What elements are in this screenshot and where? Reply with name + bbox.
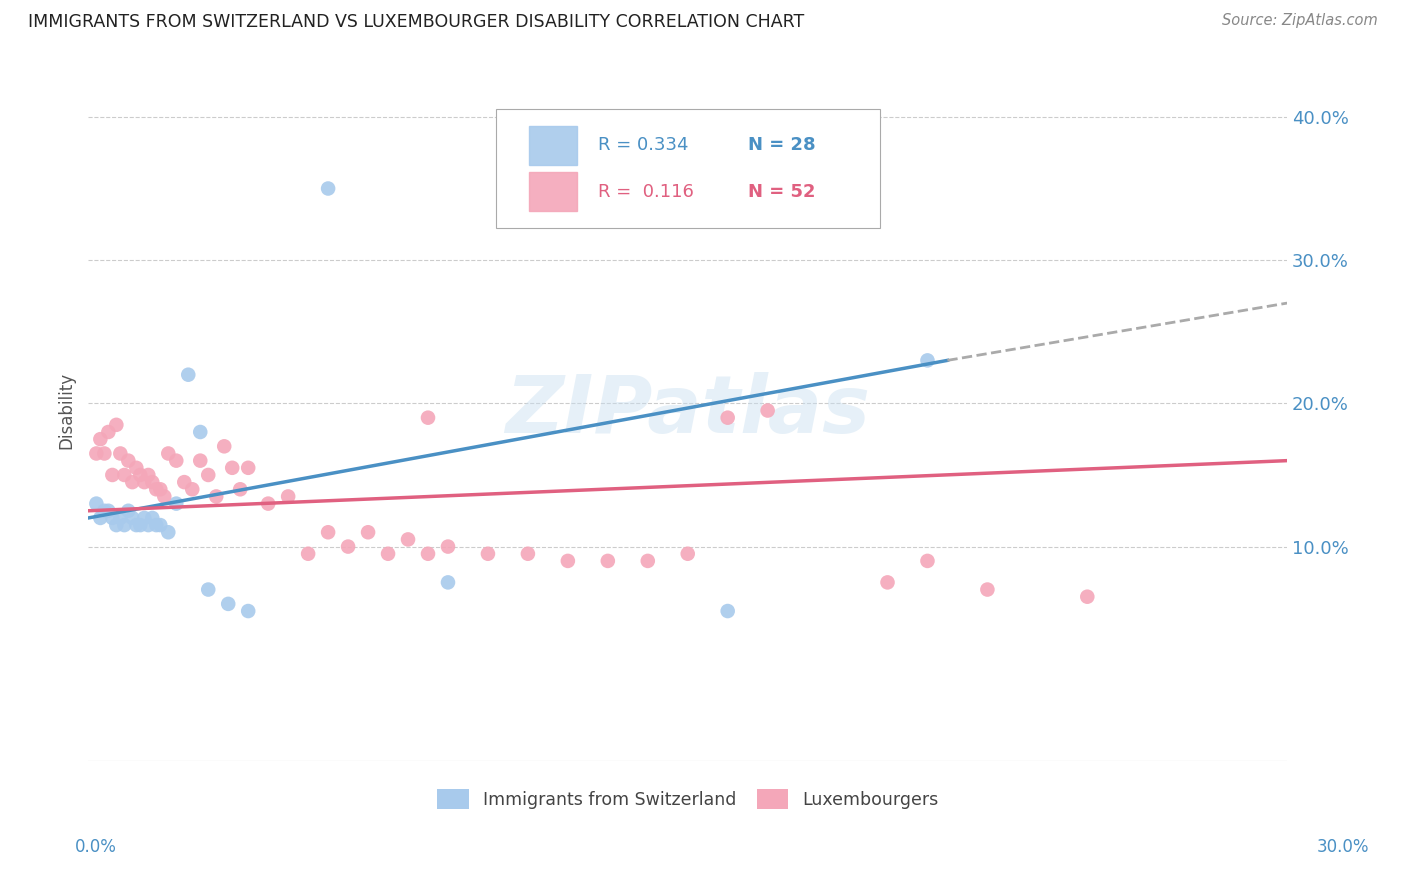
Point: [437, 540, 460, 554]
Point: [105, 518, 128, 533]
Point: [917, 353, 939, 368]
Y-axis label: Disability: Disability: [58, 372, 75, 449]
Point: [86, 497, 108, 511]
Text: Source: ZipAtlas.com: Source: ZipAtlas.com: [1222, 13, 1378, 29]
Point: [129, 467, 152, 482]
Point: [416, 410, 439, 425]
Point: [145, 483, 167, 497]
Point: [238, 460, 260, 475]
Point: [110, 446, 132, 460]
Point: [149, 518, 172, 533]
Point: [97, 425, 120, 439]
Point: [316, 181, 339, 195]
Point: [516, 547, 538, 561]
Point: [177, 368, 200, 382]
Point: [212, 439, 235, 453]
Point: [377, 547, 399, 561]
Point: [756, 403, 779, 417]
Point: [238, 604, 260, 618]
Text: R = 0.334: R = 0.334: [598, 136, 689, 154]
Point: [205, 490, 228, 504]
Bar: [530, 172, 578, 211]
Point: [89, 432, 111, 446]
Point: [221, 460, 243, 475]
Point: [477, 547, 499, 561]
Point: [110, 511, 132, 525]
Point: [101, 467, 124, 482]
Text: ZIPatlas: ZIPatlas: [505, 371, 870, 450]
Bar: [530, 126, 578, 164]
Point: [337, 540, 360, 554]
Point: [676, 547, 699, 561]
Text: IMMIGRANTS FROM SWITZERLAND VS LUXEMBOURGER DISABILITY CORRELATION CHART: IMMIGRANTS FROM SWITZERLAND VS LUXEMBOUR…: [28, 13, 804, 31]
Point: [129, 518, 152, 533]
Point: [134, 475, 156, 490]
Point: [297, 547, 319, 561]
Point: [257, 497, 280, 511]
Point: [217, 597, 239, 611]
Point: [416, 547, 439, 561]
Point: [557, 554, 579, 568]
Point: [149, 483, 172, 497]
Point: [197, 582, 219, 597]
Point: [112, 518, 135, 533]
Point: [97, 504, 120, 518]
Point: [121, 475, 143, 490]
Point: [134, 511, 156, 525]
Point: [125, 460, 148, 475]
Text: N = 52: N = 52: [748, 183, 815, 201]
FancyBboxPatch shape: [496, 109, 880, 228]
Point: [229, 483, 252, 497]
Point: [717, 604, 740, 618]
Point: [357, 525, 380, 540]
Text: N = 28: N = 28: [748, 136, 815, 154]
Point: [121, 511, 143, 525]
Point: [157, 525, 180, 540]
Legend: Immigrants from Switzerland, Luxembourgers: Immigrants from Switzerland, Luxembourge…: [430, 782, 945, 816]
Point: [165, 453, 187, 467]
Point: [117, 504, 139, 518]
Point: [188, 425, 211, 439]
Point: [173, 475, 195, 490]
Point: [105, 417, 128, 432]
Point: [1076, 590, 1098, 604]
Point: [101, 511, 124, 525]
Point: [596, 554, 619, 568]
Point: [125, 518, 148, 533]
Point: [157, 446, 180, 460]
Point: [145, 518, 167, 533]
Point: [277, 490, 299, 504]
Point: [136, 467, 159, 482]
Text: 0.0%: 0.0%: [75, 838, 117, 855]
Point: [93, 446, 115, 460]
Point: [188, 453, 211, 467]
Point: [93, 504, 115, 518]
Point: [112, 467, 135, 482]
Point: [976, 582, 998, 597]
Point: [181, 483, 204, 497]
Point: [153, 490, 176, 504]
Point: [876, 575, 898, 590]
Point: [117, 453, 139, 467]
Text: R =  0.116: R = 0.116: [598, 183, 693, 201]
Point: [437, 575, 460, 590]
Point: [717, 410, 740, 425]
Point: [165, 497, 187, 511]
Point: [316, 525, 339, 540]
Point: [89, 511, 111, 525]
Point: [197, 467, 219, 482]
Point: [637, 554, 659, 568]
Point: [136, 518, 159, 533]
Point: [141, 475, 163, 490]
Point: [86, 446, 108, 460]
Point: [917, 554, 939, 568]
Text: 30.0%: 30.0%: [1316, 838, 1369, 855]
Point: [141, 511, 163, 525]
Point: [396, 533, 419, 547]
